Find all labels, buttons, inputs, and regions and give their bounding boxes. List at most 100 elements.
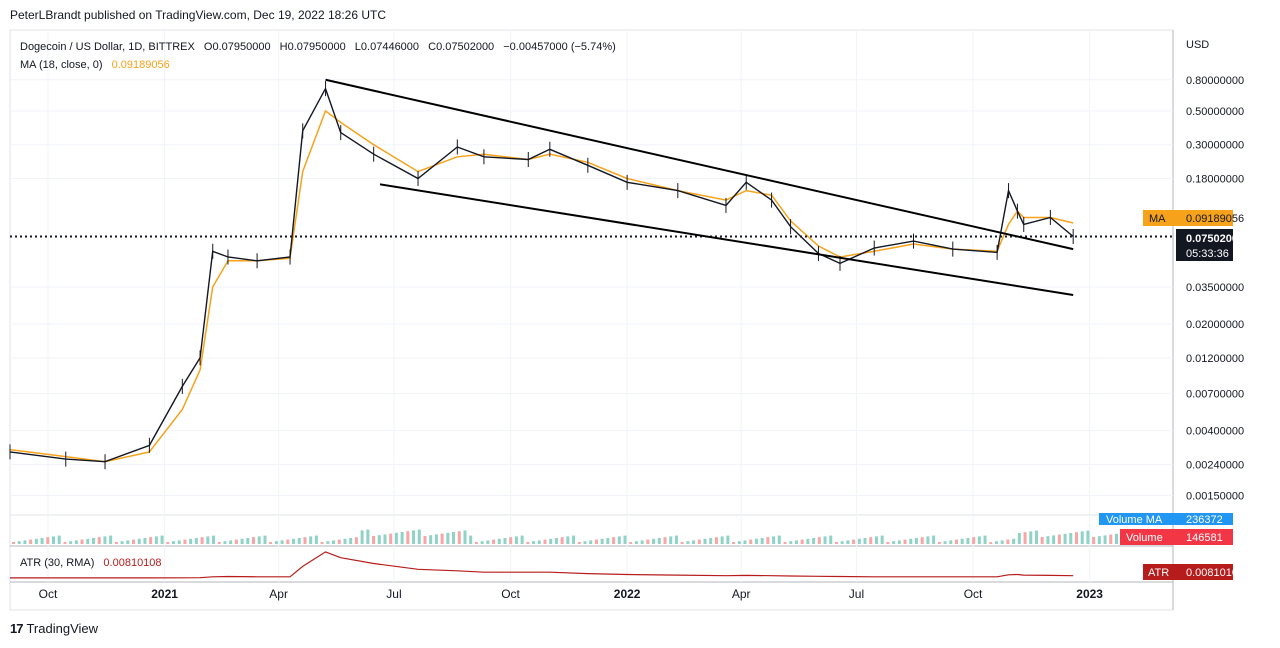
atr-legend-label: ATR (30, RMA) [20,557,94,569]
time-tick-label: Oct [501,587,520,601]
atr-line [10,551,1074,579]
volume-bar [972,537,976,544]
volume-bar [417,529,421,544]
volume-bar [326,541,330,544]
volume-bar [857,538,861,544]
price-tick-label: 0.80000000 [1186,75,1244,87]
volume-bar [806,538,810,544]
volume-bar [812,538,816,544]
volume-bar [623,535,627,544]
volume-bar [1114,533,1118,544]
volume-bar [74,540,78,544]
volume-bar [280,540,284,544]
volume-bar [1109,534,1113,544]
volume-bar [954,539,958,544]
time-tick-label: 2023 [1076,587,1103,601]
volume-bar [720,536,724,544]
volume-bar [229,540,233,544]
volume-bar [223,541,227,544]
time-axis-labels: Oct 2021 Apr Jul Oct 2022 Apr Jul Oct 2023 [39,587,1104,601]
volume-bar [1023,532,1027,544]
volume-label: Volume [1126,532,1163,544]
volume-bar [63,542,67,544]
volume-bar [286,539,290,544]
volume-bar [109,535,113,544]
trendlines [325,78,1074,296]
volume-bar [200,537,204,544]
legend-o-value: 0.07950000 [212,41,270,53]
volume-bar [1040,537,1044,544]
volume-bar [274,541,278,544]
atr-badge-value: 0.00810108 [1186,567,1244,579]
volume-bar [292,538,296,544]
volume-bar [1063,533,1067,544]
volume-bar [383,534,387,544]
volume-bar [794,540,798,544]
volume-bar [252,537,256,544]
volume-bar [583,541,587,544]
volume-bar [663,537,667,544]
volume-bar [320,542,324,544]
publisher-caption: PeterLBrandt published on TradingView.co… [10,8,387,22]
volume-bar [549,538,553,544]
volume-bar [669,536,673,544]
volume-bar [594,539,598,544]
volume-bar [863,538,867,544]
volume-bar [440,533,444,544]
volume-bar [772,536,776,544]
price-tick-label: 0.00150000 [1186,491,1244,503]
volume-ma-value: 236372 [1186,514,1223,526]
volume-bar [903,539,907,544]
volume-bar [177,540,181,544]
tradingview-logo[interactable]: 17 TradingView [10,621,98,636]
volume-bar [1029,531,1033,544]
volume-bar [1086,530,1090,544]
volume-bar [446,532,450,544]
legend-l-value: 0.07446000 [361,41,419,53]
volume-bar [17,541,21,544]
atr-badge-label: ATR [1148,567,1169,579]
currency-label: USD [1186,39,1209,51]
volume-bar [789,541,793,544]
volume-bar [520,535,524,544]
volume-bar [57,535,61,544]
volume-bar [97,537,101,544]
legend-c-value: 0.07502000 [436,41,494,53]
volume-bar [303,537,307,544]
ma-badge-tag: MA [1149,213,1166,225]
volume-bar [634,541,638,544]
volume-bar [726,535,730,544]
time-tick-label: Apr [732,587,751,601]
volume-bar [846,540,850,544]
price-tick-label: 0.00700000 [1186,389,1244,401]
volume-bar [646,539,650,544]
volume-bar [1012,538,1016,544]
volume-bar [760,538,764,544]
volume-bar [914,538,918,544]
atr-pane [10,551,1074,579]
volume-bar [480,541,484,544]
volume-bar [686,541,690,544]
volume-bar [1046,536,1050,544]
volume-bar [314,535,318,544]
price-tick-label: 0.03500000 [1186,282,1244,294]
volume-bar [503,538,507,544]
volume-bar [492,539,496,544]
price-tick-label: 0.02000000 [1186,319,1244,331]
volume-bar [606,538,610,544]
volume-bar [526,542,530,544]
volume-bar [589,540,593,544]
atr-legend-value: 0.00810108 [103,557,161,569]
volume-bar [263,535,267,544]
volume-bar [817,537,821,544]
price-axis-ticks: 0.80000000 0.50000000 0.30000000 0.18000000… [1186,75,1244,503]
volume-bar [994,541,998,544]
ma-badge-value: 0.09189056 [1186,213,1244,225]
volume-bar [103,536,107,544]
volume-bar [823,536,827,544]
volume-bar [452,532,456,544]
volume-bar [709,538,713,544]
volume-bar [766,537,770,544]
volume-bar [629,542,633,544]
